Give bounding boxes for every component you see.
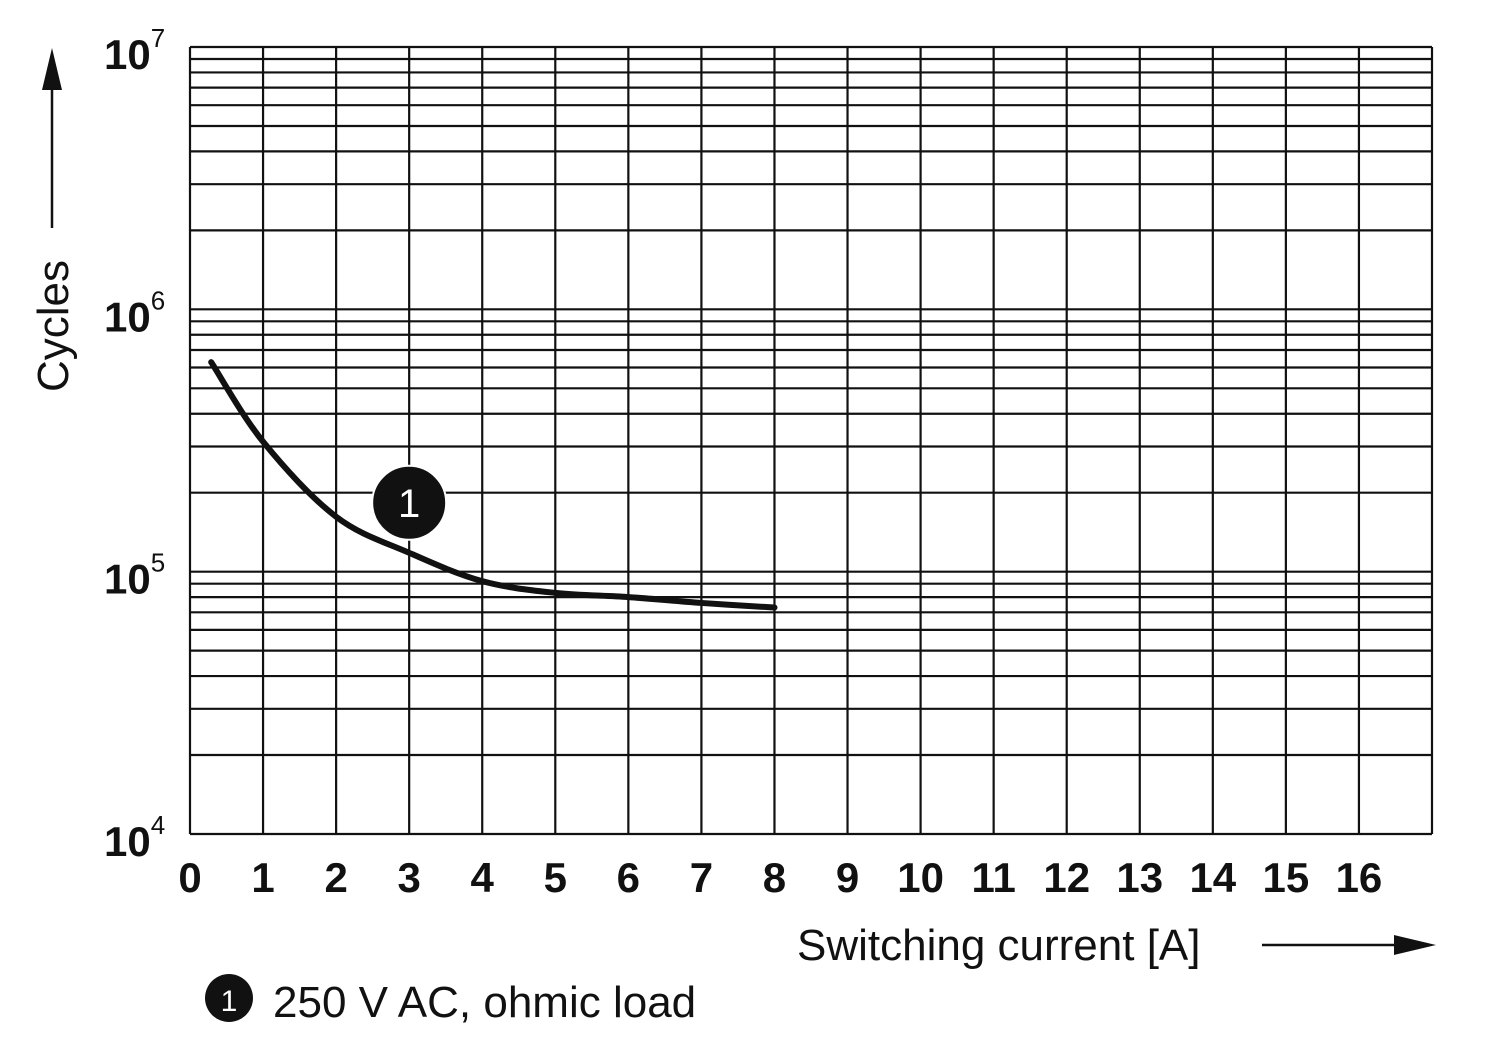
- y-tick-exponent: 5: [151, 548, 165, 578]
- x-tick-labels: 0 1 2 3 4 5 6 7 8 9 10 11 12 13 14 15 16: [178, 854, 1382, 901]
- y-tick-label: 104: [104, 810, 165, 865]
- y-tick-base: 10: [104, 818, 151, 865]
- series-line-1: [208, 359, 778, 611]
- x-tick-label: 16: [1336, 854, 1383, 901]
- y-tick-exponent: 7: [151, 23, 165, 53]
- x-tick-label: 12: [1043, 854, 1090, 901]
- y-tick-exponent: 4: [151, 810, 165, 840]
- x-tick-label: 8: [763, 854, 786, 901]
- series-marker-label: 1: [398, 482, 420, 526]
- x-tick-label: 0: [178, 854, 201, 901]
- x-tick-label: 9: [836, 854, 859, 901]
- legend-marker-label: 1: [221, 985, 238, 1018]
- y-tick-label: 105: [104, 548, 165, 603]
- y-axis-arrow-icon: [42, 48, 62, 228]
- y-tick-exponent: 6: [151, 285, 165, 315]
- x-tick-label: 1: [251, 854, 274, 901]
- x-tick-label: 7: [690, 854, 713, 901]
- series-marker-circle: [371, 464, 448, 541]
- x-tick-label: 14: [1189, 854, 1236, 901]
- x-tick-label: 3: [397, 854, 420, 901]
- x-axis-arrow-icon: [1262, 935, 1436, 955]
- x-tick-label: 13: [1116, 854, 1163, 901]
- x-axis-title: Switching current [A]: [797, 921, 1201, 970]
- x-tick-label: 11: [971, 854, 1015, 901]
- x-tick-label: 6: [617, 854, 640, 901]
- y-tick-base: 10: [104, 293, 151, 340]
- y-tick-base: 10: [104, 31, 151, 78]
- legend-text: 250 V AC, ohmic load: [273, 978, 696, 1027]
- x-tick-label: 4: [471, 854, 495, 901]
- grid: [188, 45, 1434, 836]
- y-axis-title: Cycles: [29, 260, 78, 392]
- x-tick-label: 5: [544, 854, 567, 901]
- y-tick-base: 10: [104, 556, 151, 603]
- y-tick-label: 106: [104, 285, 165, 340]
- legend: 1 250 V AC, ohmic load: [205, 974, 696, 1027]
- x-tick-label: 2: [324, 854, 347, 901]
- legend-marker: [205, 974, 253, 1022]
- x-tick-label: 10: [897, 854, 944, 901]
- y-tick-label: 107: [104, 23, 165, 78]
- series-marker-1: 1: [371, 464, 448, 541]
- x-tick-label: 15: [1263, 854, 1310, 901]
